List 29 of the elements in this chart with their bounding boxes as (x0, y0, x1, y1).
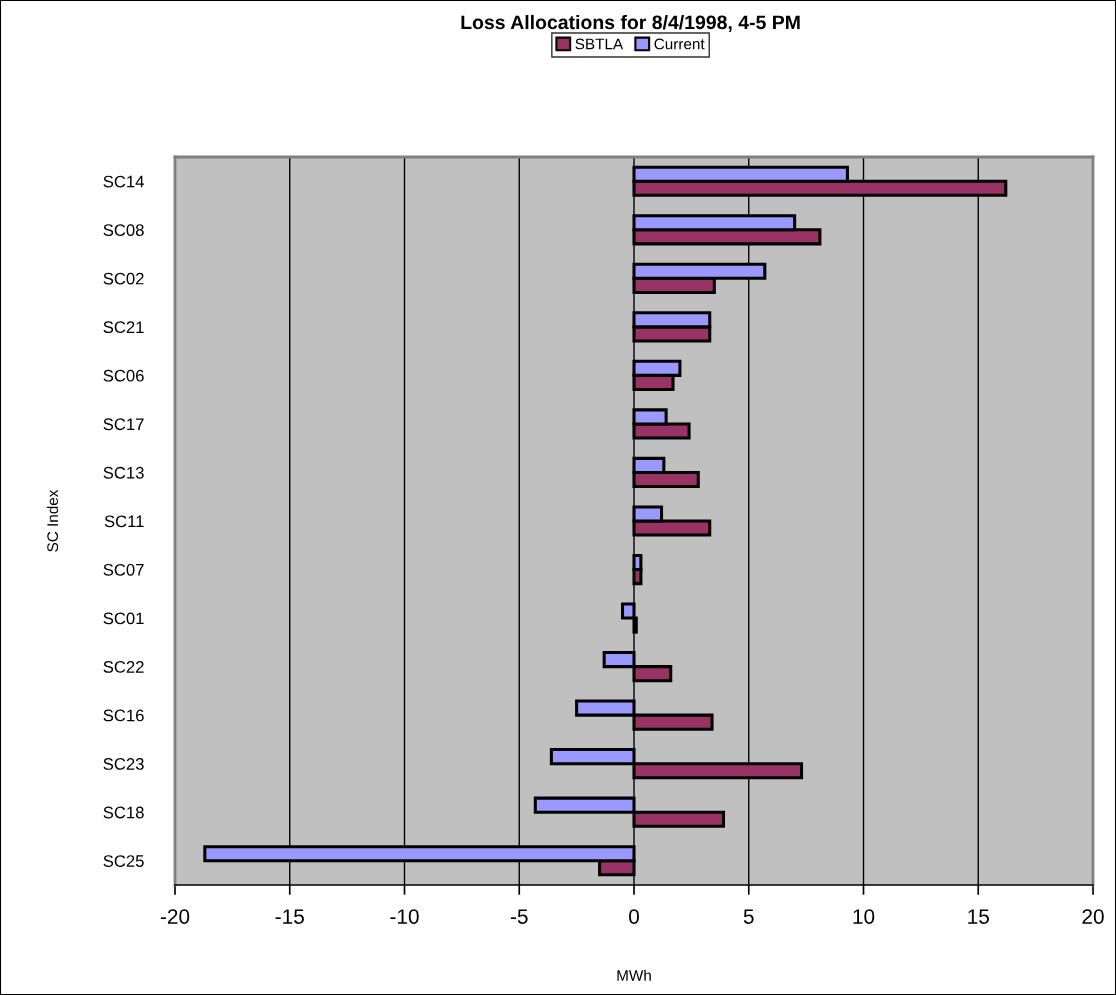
chart-title: Loss Allocations for 8/4/1998, 4-5 PM (461, 14, 800, 33)
y-tick-label: SC08 (103, 224, 144, 236)
y-tick-label: SC13 (103, 466, 144, 479)
y-tick-label: SC16 (103, 709, 144, 722)
y-tick-label: SC11 (104, 515, 144, 528)
y-tick-label: SC21 (103, 321, 144, 334)
x-tick-label: 0 (629, 909, 639, 924)
y-tick-label: SC07 (103, 563, 144, 576)
y-tick-label: SC14 (103, 175, 144, 188)
y-tick-label: SC02 (103, 272, 144, 285)
legend-label: SBTLA (575, 38, 624, 50)
x-tick-label: 15 (968, 909, 989, 924)
y-tick-label: SC18 (103, 806, 144, 819)
x-tick-label: -5 (510, 909, 528, 924)
y-tick-label: SC17 (103, 418, 144, 431)
x-tick-label: -10 (390, 909, 419, 924)
x-tick-label: -20 (160, 909, 190, 924)
y-tick-label: SC01 (103, 612, 144, 625)
legend-label: Current (654, 38, 705, 50)
x-axis-title: MWh (617, 969, 651, 981)
x-tick-label: 20 (1082, 909, 1104, 924)
y-tick-label: SC23 (103, 758, 144, 770)
y-axis-title: SC Index (46, 489, 59, 552)
x-tick-label: 10 (853, 909, 875, 924)
y-tick-label: SC22 (103, 661, 144, 673)
x-tick-label: -15 (275, 909, 304, 924)
y-tick-label: SC25 (103, 855, 144, 867)
x-tick-label: 5 (743, 909, 754, 924)
y-tick-label: SC06 (103, 369, 144, 382)
